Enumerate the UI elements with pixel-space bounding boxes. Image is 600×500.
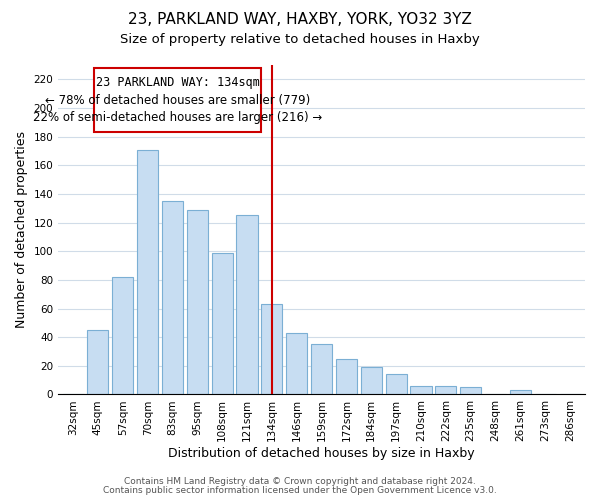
Bar (212, 252, 233, 394)
Bar (435, 386, 457, 394)
Bar (162, 201, 183, 394)
Bar (386, 374, 407, 394)
Text: Size of property relative to detached houses in Haxby: Size of property relative to detached ho… (120, 32, 480, 46)
Bar (336, 358, 357, 394)
Bar (112, 277, 133, 394)
FancyBboxPatch shape (94, 68, 260, 132)
Text: Contains HM Land Registry data © Crown copyright and database right 2024.: Contains HM Land Registry data © Crown c… (124, 477, 476, 486)
Bar (510, 390, 531, 394)
Text: 23 PARKLAND WAY: 134sqm: 23 PARKLAND WAY: 134sqm (95, 76, 259, 90)
Bar (311, 344, 332, 395)
Y-axis label: Number of detached properties: Number of detached properties (15, 131, 28, 328)
Bar (137, 150, 158, 394)
X-axis label: Distribution of detached houses by size in Haxby: Distribution of detached houses by size … (168, 447, 475, 460)
Bar (460, 388, 481, 394)
Text: 22% of semi-detached houses are larger (216) →: 22% of semi-detached houses are larger (… (33, 111, 322, 124)
Bar (410, 386, 431, 394)
Bar (361, 367, 382, 394)
Bar (187, 210, 208, 394)
Text: Contains public sector information licensed under the Open Government Licence v3: Contains public sector information licen… (103, 486, 497, 495)
Bar (286, 333, 307, 394)
Bar (88, 330, 109, 394)
Bar (262, 304, 283, 394)
Bar (236, 216, 257, 394)
Text: 23, PARKLAND WAY, HAXBY, YORK, YO32 3YZ: 23, PARKLAND WAY, HAXBY, YORK, YO32 3YZ (128, 12, 472, 28)
Text: ← 78% of detached houses are smaller (779): ← 78% of detached houses are smaller (77… (45, 94, 310, 106)
